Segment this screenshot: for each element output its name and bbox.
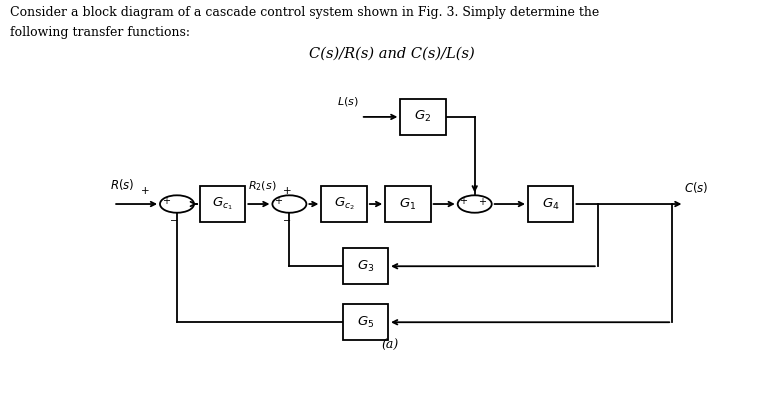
FancyBboxPatch shape xyxy=(343,248,388,284)
Text: C(s)/R(s) and C(s)/L(s): C(s)/R(s) and C(s)/L(s) xyxy=(309,46,475,61)
Text: $G_3$: $G_3$ xyxy=(357,259,374,274)
Text: +: + xyxy=(274,196,282,206)
Text: +: + xyxy=(140,186,149,196)
Text: Consider a block diagram of a cascade control system shown in Fig. 3. Simply det: Consider a block diagram of a cascade co… xyxy=(10,6,600,19)
Circle shape xyxy=(458,195,492,213)
Text: +: + xyxy=(477,197,486,207)
FancyBboxPatch shape xyxy=(321,186,367,222)
Text: $G_{c_1}$: $G_{c_1}$ xyxy=(212,196,233,213)
FancyBboxPatch shape xyxy=(385,186,430,222)
Text: $L(s)$: $L(s)$ xyxy=(337,95,359,107)
Text: $G_4$: $G_4$ xyxy=(542,196,560,212)
Text: +: + xyxy=(459,196,467,206)
Text: $G_2$: $G_2$ xyxy=(415,109,432,124)
Text: (a): (a) xyxy=(381,339,398,352)
Text: $G_1$: $G_1$ xyxy=(399,196,416,212)
Text: $C(s)$: $C(s)$ xyxy=(684,180,709,195)
Text: $-$: $-$ xyxy=(281,214,291,224)
Circle shape xyxy=(160,195,194,213)
FancyBboxPatch shape xyxy=(528,186,573,222)
Text: following transfer functions:: following transfer functions: xyxy=(10,26,191,39)
Text: +: + xyxy=(162,196,170,206)
FancyBboxPatch shape xyxy=(200,186,245,222)
FancyBboxPatch shape xyxy=(401,99,446,135)
Text: $R_2(s)$: $R_2(s)$ xyxy=(249,179,277,193)
Circle shape xyxy=(272,195,307,213)
Text: +: + xyxy=(283,186,292,196)
Text: $G_5$: $G_5$ xyxy=(357,315,374,330)
Text: $G_{c_2}$: $G_{c_2}$ xyxy=(334,196,354,213)
Text: $-$: $-$ xyxy=(169,214,179,224)
Text: $R(s)$: $R(s)$ xyxy=(110,177,135,191)
FancyBboxPatch shape xyxy=(343,304,388,340)
